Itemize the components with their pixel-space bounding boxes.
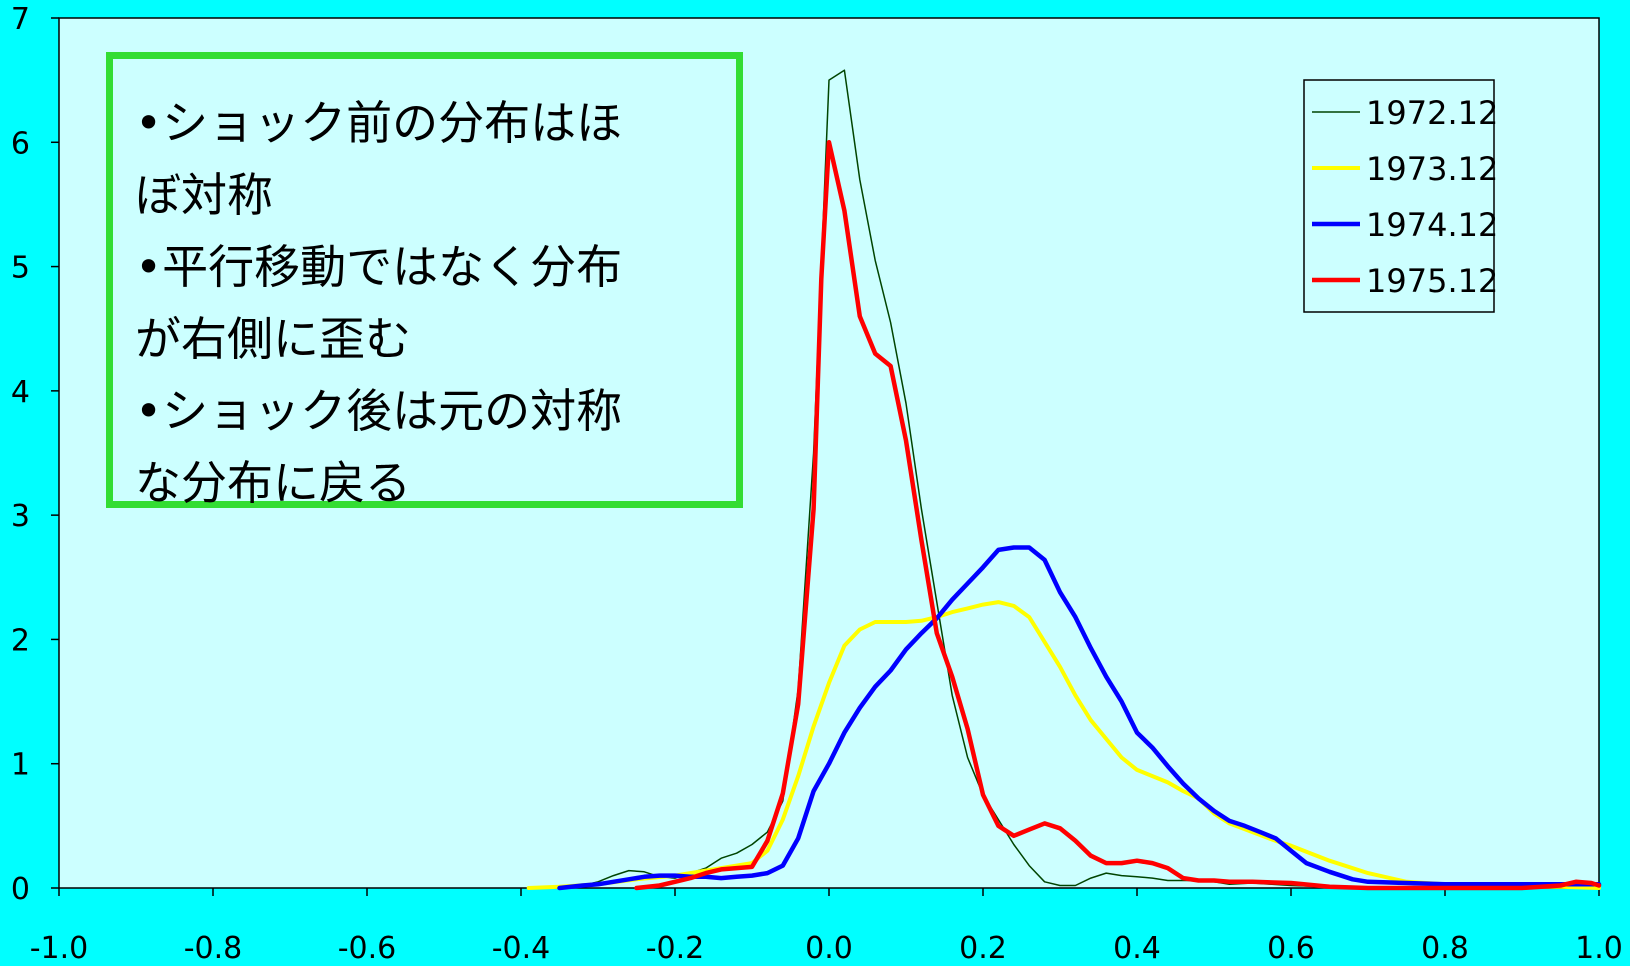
x-tick-label: -0.8 (184, 931, 243, 962)
x-tick-label: 0.6 (1267, 931, 1315, 962)
x-tick-label: 0.4 (1113, 931, 1161, 962)
annotation-line: •ショック後は元の対称 (135, 384, 623, 438)
series-line-1974.12 (557, 545, 1602, 891)
y-tick-label: 4 (11, 375, 30, 410)
annotation-box: •ショック前の分布はほ ぼ対称 •平行移動ではなく分布 が右側に歪む •ショック… (106, 52, 743, 510)
y-tick-label: 3 (11, 499, 30, 534)
x-tick-label: -1.0 (30, 931, 89, 962)
x-tick-label: 0.2 (959, 931, 1007, 962)
y-tick-label: 1 (11, 748, 30, 783)
legend-label: 1975.12 (1366, 262, 1498, 300)
annotation-line: •平行移動ではなく分布 (135, 240, 623, 294)
y-tick-label: 5 (11, 251, 30, 286)
annotation-line: ぼ対称 (135, 168, 273, 222)
y-tick-label: 7 (11, 2, 30, 37)
legend-label: 1972.12 (1366, 94, 1498, 132)
x-tick-label: 0.0 (805, 931, 853, 962)
annotation-line: な分布に戻る (135, 456, 411, 510)
y-tick-label: 2 (11, 623, 30, 658)
x-tick-label: -0.6 (338, 931, 397, 962)
legend-label: 1973.12 (1366, 150, 1498, 188)
series-line-1973.12 (526, 600, 1601, 890)
x-tick-label: 0.8 (1421, 931, 1469, 962)
x-tick-label: 1.0 (1575, 931, 1623, 962)
annotation-line: が右側に歪む (135, 312, 411, 366)
y-tick-label: 0 (11, 872, 30, 907)
series-line-1975.12 (634, 140, 1602, 891)
x-tick-label: -0.2 (646, 931, 705, 962)
y-tick-label: 6 (11, 126, 30, 161)
legend-label: 1974.12 (1366, 206, 1498, 244)
annotation-line: •ショック前の分布はほ (135, 96, 623, 150)
legend (1303, 79, 1495, 313)
x-tick-label: -0.4 (492, 931, 551, 962)
